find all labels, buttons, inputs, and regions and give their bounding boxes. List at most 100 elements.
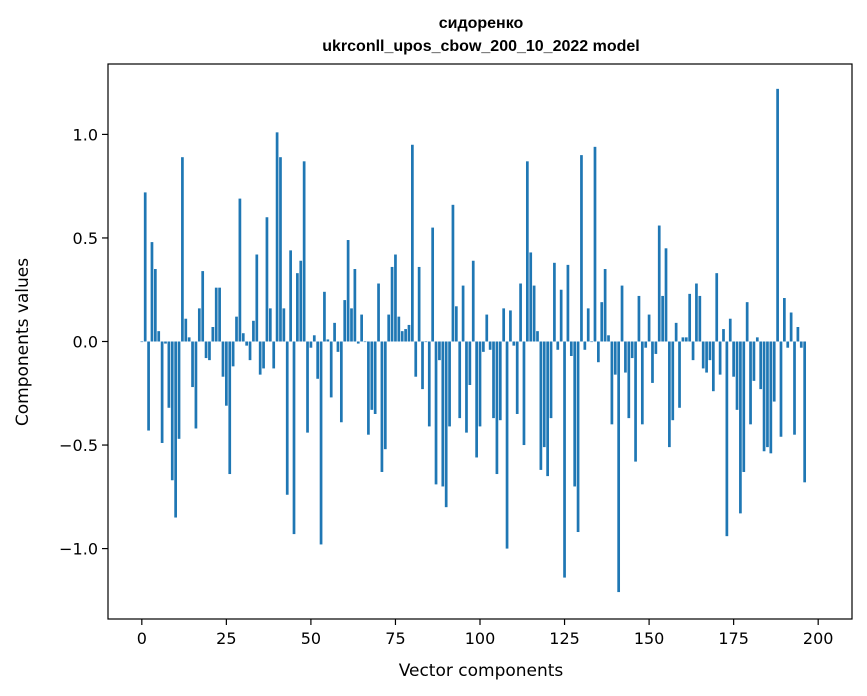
bar-24 <box>221 341 225 377</box>
bar-82 <box>417 266 421 342</box>
bar-73 <box>387 314 391 342</box>
bar-49 <box>306 341 309 433</box>
bar-196 <box>803 341 807 483</box>
bar-189 <box>779 341 783 437</box>
bar-70 <box>377 283 380 342</box>
bar-61 <box>346 240 350 342</box>
bar-123 <box>556 341 560 350</box>
bar-23 <box>218 287 221 342</box>
bar-95 <box>461 285 465 342</box>
bar-128 <box>573 341 577 487</box>
x-axis-ticks: 0 25 50 75 100 125 150 175 200 <box>137 619 833 648</box>
bar-119 <box>542 341 546 448</box>
bar-46 <box>296 273 299 342</box>
bar-0 <box>140 341 144 343</box>
bar-54 <box>323 291 326 342</box>
bar-91 <box>448 341 451 427</box>
bar-157 <box>671 341 675 421</box>
bar-45 <box>292 341 296 535</box>
bar-28 <box>235 316 238 342</box>
bar-151 <box>651 341 654 383</box>
bar-172 <box>722 329 725 342</box>
bar-185 <box>766 341 769 448</box>
bar-25 <box>225 341 228 406</box>
plot-frame <box>107 63 853 620</box>
bar-1 <box>143 192 147 342</box>
bar-181 <box>752 341 756 381</box>
bar-188 <box>776 88 779 342</box>
bar-152 <box>654 341 658 354</box>
bar-93 <box>454 306 458 342</box>
bar-3 <box>150 242 154 342</box>
bar-37 <box>265 217 269 342</box>
bar-154 <box>661 295 664 342</box>
bar-135 <box>597 341 600 363</box>
bar-195 <box>799 341 803 348</box>
bar-5 <box>157 331 161 342</box>
bar-184 <box>762 341 766 452</box>
bar-112 <box>519 283 522 342</box>
y-axis-label: Components values <box>13 258 33 426</box>
bar-159 <box>678 341 681 408</box>
bar-47 <box>299 260 303 342</box>
bar-57 <box>333 322 336 342</box>
bar-65 <box>360 314 363 342</box>
bar-173 <box>725 341 729 537</box>
bar-56 <box>329 341 333 398</box>
bar-77 <box>400 331 404 342</box>
bar-36 <box>262 341 265 369</box>
bar-34 <box>255 254 259 342</box>
bar-139 <box>610 341 614 425</box>
bar-80 <box>411 144 414 342</box>
bar-40 <box>275 132 279 342</box>
bar-117 <box>536 331 539 342</box>
bar-64 <box>356 341 360 344</box>
bar-190 <box>783 298 786 342</box>
bar-2 <box>147 341 150 431</box>
bar-110 <box>512 341 516 346</box>
bar-132 <box>586 308 590 342</box>
bar-13 <box>184 318 188 342</box>
bar-29 <box>238 198 242 342</box>
bar-120 <box>546 341 549 477</box>
bar-122 <box>553 262 556 342</box>
bar-42 <box>282 308 286 342</box>
bar-19 <box>204 341 208 359</box>
y-tick-label: 1.0 <box>73 125 98 144</box>
bar-8 <box>167 341 171 408</box>
bar-186 <box>769 341 773 454</box>
bar-12 <box>181 157 184 342</box>
bar-63 <box>353 269 357 342</box>
bar-10 <box>174 341 177 518</box>
bar-76 <box>397 316 401 342</box>
bar-33 <box>252 320 255 342</box>
bar-89 <box>441 341 445 487</box>
x-tick-label: 100 <box>465 629 496 648</box>
bar-106 <box>498 341 502 421</box>
bar-170 <box>715 273 719 342</box>
bar-133 <box>590 341 593 343</box>
bar-79 <box>407 324 411 342</box>
bar-126 <box>566 264 570 342</box>
bar-21 <box>211 327 215 342</box>
x-tick-label: 175 <box>718 629 749 648</box>
chart-title-line1: сидоренко <box>439 15 524 32</box>
bar-158 <box>674 322 678 342</box>
bar-136 <box>600 302 604 342</box>
chart-title-line2: ukrconll_upos_cbow_200_10_2022 model <box>322 38 639 55</box>
bar-16 <box>194 341 198 429</box>
bar-48 <box>302 161 306 342</box>
bar-4 <box>153 269 157 342</box>
bar-83 <box>421 341 424 390</box>
bar-11 <box>177 341 181 439</box>
bar-55 <box>326 339 330 342</box>
x-tick-label: 75 <box>385 629 405 648</box>
bar-18 <box>201 271 205 342</box>
bar-59 <box>339 341 343 423</box>
bar-162 <box>688 293 692 342</box>
bar-15 <box>191 341 194 388</box>
bar-141 <box>617 341 621 593</box>
x-tick-label: 50 <box>301 629 321 648</box>
bar-194 <box>796 327 800 342</box>
